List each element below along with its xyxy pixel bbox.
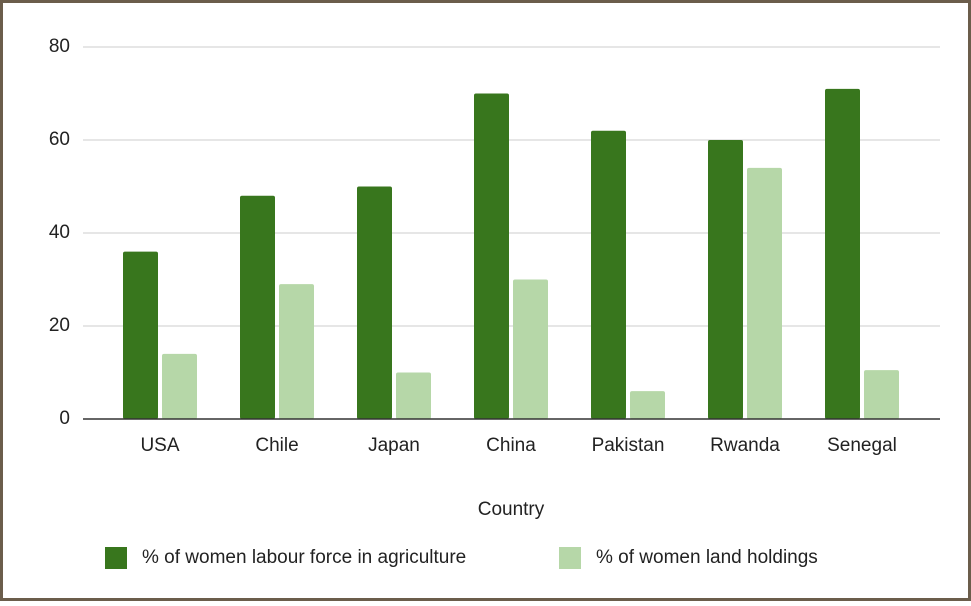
bar [825, 88, 860, 419]
bar [474, 93, 509, 419]
y-tick-label: 60 [49, 129, 70, 150]
y-tick-label: 0 [59, 408, 70, 429]
legend-label: % of women labour force in agriculture [142, 547, 466, 568]
x-tick-label: USA [140, 435, 179, 456]
bar [708, 140, 743, 419]
y-tick-label: 40 [49, 222, 70, 243]
bar [240, 195, 275, 419]
y-tick-label: 80 [49, 36, 70, 57]
x-tick-label: Senegal [827, 435, 897, 456]
bar [396, 372, 431, 419]
legend-swatch [559, 547, 581, 569]
bar [747, 167, 782, 419]
bar [162, 353, 197, 419]
x-tick-label: Pakistan [592, 435, 665, 456]
bar [513, 279, 548, 419]
bar [630, 391, 665, 419]
x-axis-title: Country [478, 499, 545, 520]
x-tick-label: Japan [368, 435, 420, 456]
y-tick-label: 20 [49, 315, 70, 336]
legend-swatch [105, 547, 127, 569]
x-tick-label: China [486, 435, 536, 456]
legend-label: % of women land holdings [596, 547, 818, 568]
bar [591, 130, 626, 419]
bar [123, 251, 158, 419]
x-tick-label: Rwanda [710, 435, 780, 456]
bar [279, 284, 314, 419]
bar [357, 186, 392, 419]
x-tick-label: Chile [255, 435, 298, 456]
bar [864, 370, 899, 419]
